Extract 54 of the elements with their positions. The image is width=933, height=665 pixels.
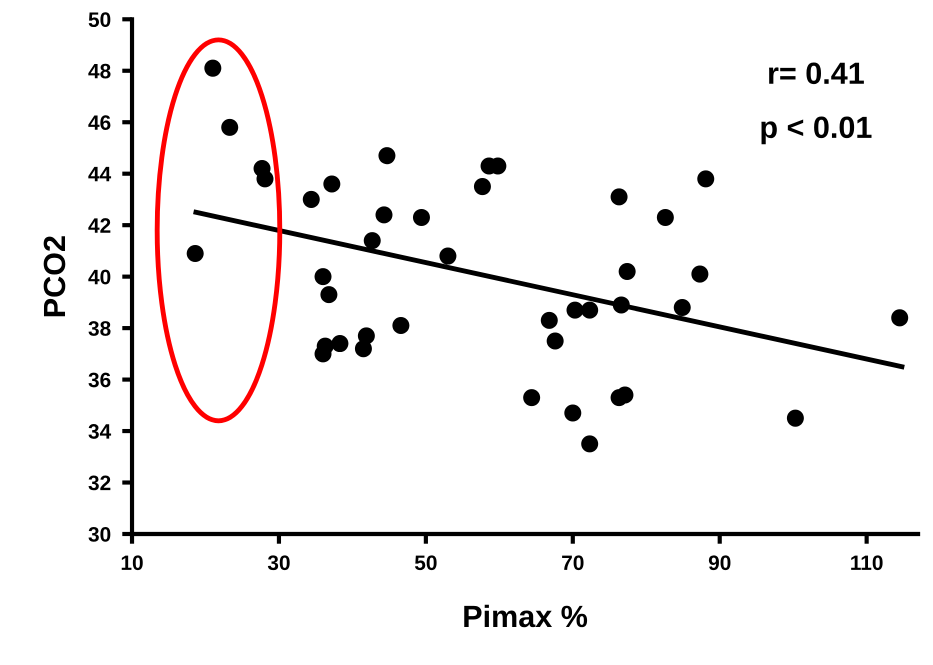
point bbox=[674, 299, 691, 316]
point bbox=[314, 268, 332, 286]
point bbox=[523, 389, 540, 406]
y-tick-label: 38 bbox=[88, 321, 111, 336]
point bbox=[412, 208, 430, 226]
y-tick-label: 42 bbox=[88, 218, 110, 233]
point bbox=[540, 312, 558, 329]
point bbox=[697, 170, 714, 188]
point bbox=[439, 248, 456, 265]
point bbox=[618, 262, 636, 280]
point bbox=[186, 244, 204, 262]
point bbox=[204, 60, 222, 77]
annotation: r= 0.41 bbox=[769, 62, 864, 84]
point bbox=[656, 208, 674, 226]
y-tick-label: 30 bbox=[88, 526, 110, 542]
x-tick-label: 110 bbox=[851, 555, 883, 570]
y-tick-label: 40 bbox=[88, 270, 110, 284]
point bbox=[581, 435, 598, 452]
point bbox=[891, 309, 908, 326]
point bbox=[566, 302, 584, 319]
point bbox=[354, 340, 372, 358]
point bbox=[331, 335, 348, 352]
point bbox=[375, 206, 392, 224]
point bbox=[612, 296, 630, 314]
point bbox=[256, 170, 274, 188]
point bbox=[581, 302, 598, 319]
point bbox=[786, 410, 804, 427]
x-tick-label: 30 bbox=[268, 555, 290, 570]
x-tick-label: 50 bbox=[414, 555, 437, 570]
x-tick-label: 90 bbox=[708, 555, 730, 570]
point bbox=[378, 147, 396, 164]
point bbox=[546, 332, 564, 350]
point bbox=[392, 317, 410, 334]
point bbox=[221, 118, 238, 136]
annotation: p < 0.01 bbox=[761, 116, 872, 144]
y-axis-title: PCO2 bbox=[44, 236, 66, 316]
point bbox=[302, 190, 320, 208]
x-axis-title: Pimax % bbox=[464, 604, 588, 628]
point bbox=[474, 178, 491, 196]
point bbox=[320, 286, 338, 304]
y-tick-label: 46 bbox=[88, 115, 110, 130]
x-tick-label: 70 bbox=[562, 555, 584, 570]
y-tick-label: 36 bbox=[88, 372, 110, 388]
y-tick-label: 32 bbox=[88, 476, 110, 490]
point bbox=[323, 175, 340, 192]
y-tick-label: 34 bbox=[88, 424, 112, 439]
point bbox=[564, 404, 582, 422]
y-tick-label: 50 bbox=[88, 12, 110, 28]
point bbox=[691, 266, 708, 283]
point bbox=[364, 232, 381, 250]
x-tick-label: 10 bbox=[122, 555, 143, 570]
y-tick-label: 44 bbox=[88, 166, 112, 182]
y-tick-label: 48 bbox=[88, 64, 111, 79]
point bbox=[610, 188, 628, 206]
